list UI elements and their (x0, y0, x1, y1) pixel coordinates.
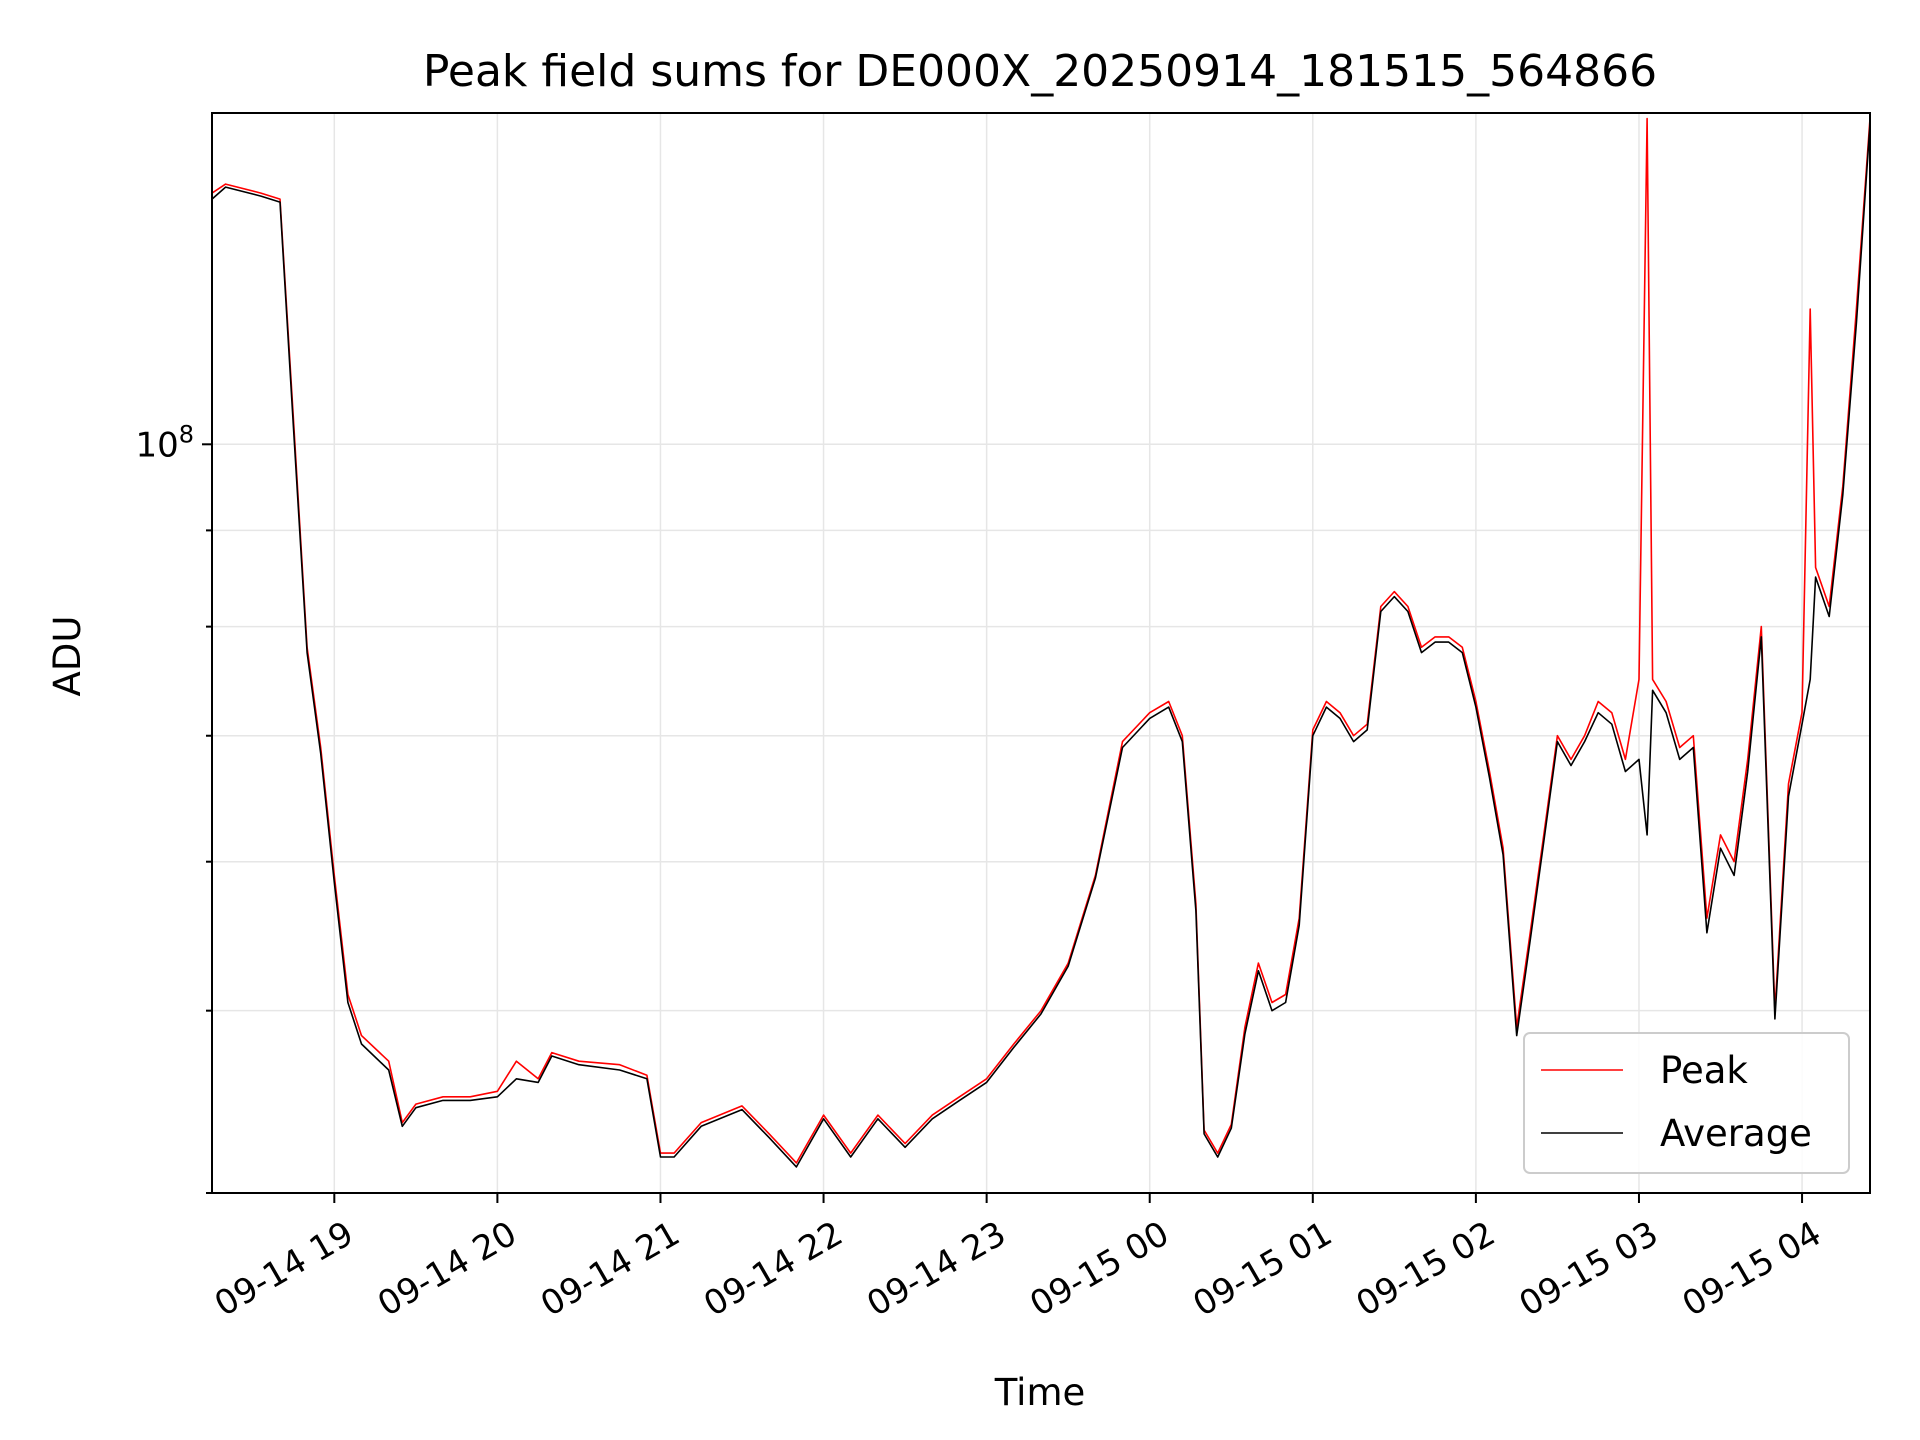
y-axis-ticks: 108 (135, 420, 212, 1194)
series-layer (212, 117, 1870, 1168)
legend: Peak Average (1523, 1032, 1850, 1174)
series-line-average (212, 123, 1870, 1168)
legend-label-average: Average (1660, 1112, 1812, 1155)
series-line-peak (212, 117, 1870, 1164)
plot-frame (211, 112, 1871, 1194)
x-axis-label: Time (994, 1371, 1086, 1414)
legend-label-peak: Peak (1660, 1049, 1748, 1092)
y-axis-label: ADU (46, 616, 89, 697)
y-tick-label: 108 (135, 420, 194, 465)
chart-title: Peak field sums for DE000X_20250914_1815… (423, 46, 1657, 97)
legend-box (1523, 1032, 1850, 1174)
